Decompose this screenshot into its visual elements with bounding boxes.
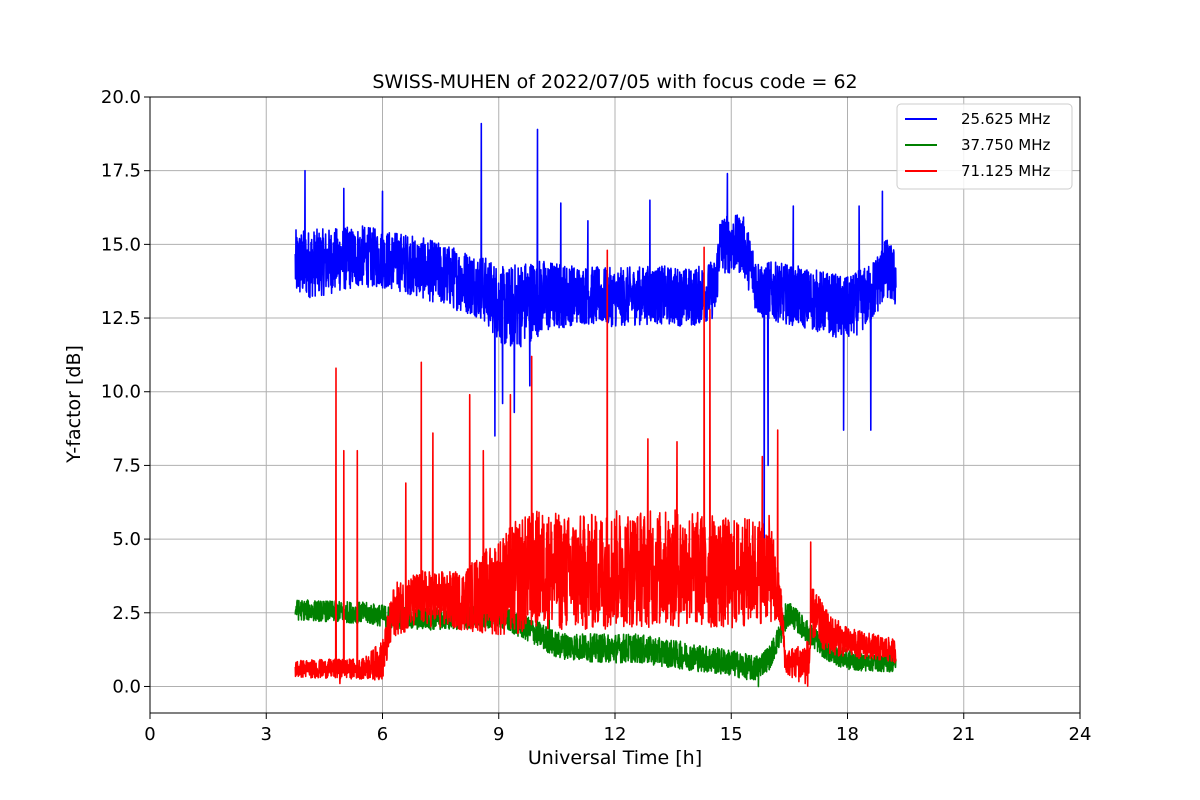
legend-box <box>896 103 1073 190</box>
y-tick-label: 7.5 <box>112 455 141 476</box>
x-tick-label: 24 <box>1069 724 1092 745</box>
legend-entry: 71.125 MHz <box>961 162 1050 180</box>
legend-entry: 25.625 MHz <box>961 110 1050 128</box>
axis-ticks: 0 3 6 9 12 15 18 21 24 0.0 2.5 5.0 7.5 10.0 12.5 15.0 17… <box>101 87 1092 745</box>
x-tick-label: 15 <box>720 724 743 745</box>
x-tick-label: 6 <box>377 724 388 745</box>
legend: 25.625 MHz 37.750 MHz 71.125 MHz <box>896 103 1073 190</box>
x-tick-label: 12 <box>604 724 627 745</box>
series-lines <box>294 122 897 688</box>
y-tick-label: 15.0 <box>101 234 141 255</box>
x-tick-label: 21 <box>952 724 975 745</box>
y-tick-label: 10.0 <box>101 382 141 403</box>
y-tick-label: 0.0 <box>112 676 141 697</box>
y-tick-label: 17.5 <box>101 161 141 182</box>
series-line-71125 <box>294 246 897 687</box>
y-tick-label: 12.5 <box>101 308 141 329</box>
x-tick-label: 18 <box>836 724 859 745</box>
y-axis-label: Y-factor [dB] <box>63 345 85 464</box>
x-axis-label: Universal Time [h] <box>528 747 702 769</box>
legend-entry: 37.750 MHz <box>961 136 1050 154</box>
x-tick-label: 0 <box>144 724 155 745</box>
series-line-25625 <box>294 122 897 543</box>
y-tick-label: 2.5 <box>112 603 141 624</box>
chart-title: SWISS-MUHEN of 2022/07/05 with focus cod… <box>372 71 857 93</box>
x-tick-label: 9 <box>493 724 504 745</box>
y-tick-label: 5.0 <box>112 529 141 550</box>
x-tick-label: 3 <box>261 724 272 745</box>
y-tick-label: 20.0 <box>101 87 141 108</box>
